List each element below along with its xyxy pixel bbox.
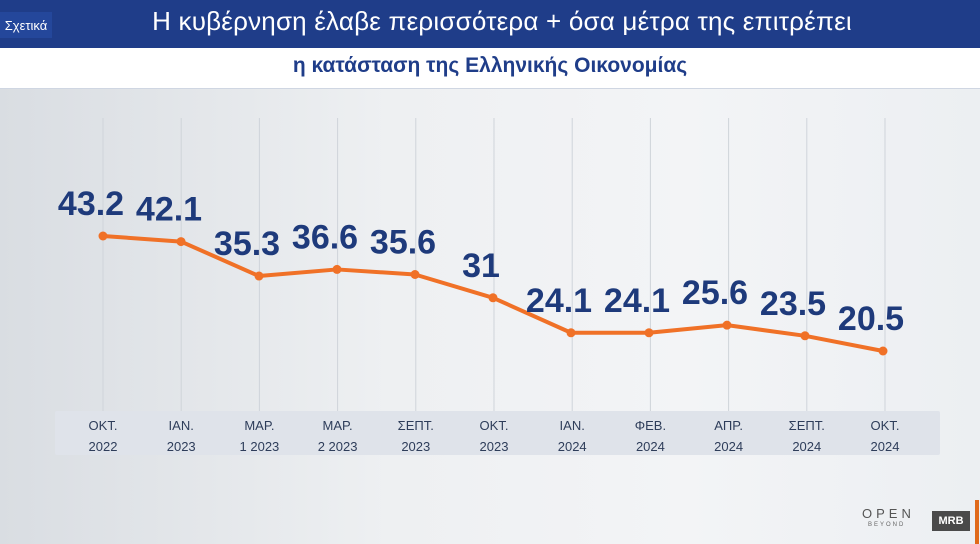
x-tick-label: 2024 xyxy=(871,439,900,454)
header-bar: Σχετικά Η κυβέρνηση έλαβε περισσότερα + … xyxy=(0,0,980,48)
x-tick-label: ΦΕΒ. xyxy=(635,418,666,433)
x-tick-label: ΟΚΤ. xyxy=(89,418,118,433)
series-points xyxy=(98,231,888,356)
data-point xyxy=(878,346,888,356)
x-tick-label: ΜΑΡ. xyxy=(323,418,353,433)
value-label: 25.6 xyxy=(682,274,748,312)
headline: Η κυβέρνηση έλαβε περισσότερα + όσα μέτρ… xyxy=(152,6,852,36)
x-tick-label: 1 2023 xyxy=(240,439,280,454)
x-tick-label: 2024 xyxy=(636,439,665,454)
open-logo: OPEN xyxy=(862,506,915,521)
value-label: 35.3 xyxy=(214,225,280,263)
mrb-logo: MRB xyxy=(932,511,970,531)
value-label: 23.5 xyxy=(760,285,826,323)
data-point xyxy=(254,271,264,281)
x-tick-label: ΙΑΝ. xyxy=(169,418,194,433)
data-labels: 43.2 42.1 35.3 36.6 35.6 31 24.1 24.1 25.6 23.5 20… xyxy=(58,185,904,338)
data-point xyxy=(488,293,498,303)
open-logo-sub: BEYOND xyxy=(868,522,906,528)
x-tick-label: ΙΑΝ. xyxy=(560,418,585,433)
x-tick-label: 2024 xyxy=(558,439,587,454)
data-point xyxy=(722,320,732,330)
x-tick-label: 2 2023 xyxy=(318,439,358,454)
x-tick-label: 2023 xyxy=(167,439,196,454)
x-tick-label: 2022 xyxy=(89,439,118,454)
data-point xyxy=(332,264,342,274)
chart-subtitle: η κατάσταση της Ελληνικής Οικονομίας xyxy=(292,54,688,77)
data-point xyxy=(644,328,654,338)
value-label: 31 xyxy=(462,247,500,285)
subtitle-bar: η κατάσταση της Ελληνικής Οικονομίας xyxy=(0,48,980,89)
related-tag[interactable]: Σχετικά xyxy=(0,12,52,38)
data-point xyxy=(566,328,576,338)
data-point xyxy=(176,237,186,247)
x-tick-label: 2023 xyxy=(480,439,509,454)
accent-bar xyxy=(975,500,979,544)
x-axis-band xyxy=(55,411,940,455)
data-point xyxy=(410,270,420,280)
value-label: 43.2 xyxy=(58,185,124,223)
x-tick-label: ΟΚΤ. xyxy=(480,418,509,433)
value-label: 24.1 xyxy=(526,282,592,320)
chart-grid xyxy=(102,118,886,411)
x-tick-label: ΣΕΠΤ. xyxy=(789,418,825,433)
x-tick-label: ΜΑΡ. xyxy=(244,418,274,433)
x-tick-label: 2024 xyxy=(714,439,743,454)
chart-panel xyxy=(0,89,980,544)
value-label: 36.6 xyxy=(292,218,358,256)
x-tick-label: 2024 xyxy=(792,439,821,454)
x-tick-label: 2023 xyxy=(401,439,430,454)
x-tick-label: ΣΕΠΤ. xyxy=(398,418,434,433)
x-tick-label: ΟΚΤ. xyxy=(871,418,900,433)
data-point xyxy=(98,231,108,241)
value-label: 42.1 xyxy=(136,191,202,229)
x-axis-labels: ΟΚΤ. 2022 ΙΑΝ. 2023 ΜΑΡ. 1 2023 ΜΑΡ. 2 2023 ΣΕΠΤ… xyxy=(89,418,900,454)
data-point xyxy=(800,331,810,341)
value-label: 35.6 xyxy=(370,224,436,262)
x-tick-label: ΑΠΡ. xyxy=(714,418,743,433)
value-label: 24.1 xyxy=(604,282,670,320)
value-label: 20.5 xyxy=(838,300,904,338)
